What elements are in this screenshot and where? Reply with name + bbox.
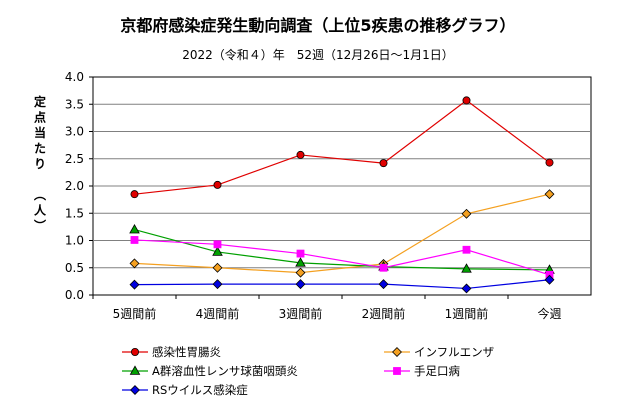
series-0 xyxy=(130,96,554,199)
x-tick-label: 1週間前 xyxy=(445,306,489,321)
x-tick-label: 4週間前 xyxy=(196,306,240,321)
series-line xyxy=(134,99,550,195)
data-point xyxy=(461,263,472,273)
series-line xyxy=(134,229,550,271)
y-tick-label: 2.0 xyxy=(65,179,84,193)
legend-marker xyxy=(130,385,140,395)
data-point xyxy=(545,158,554,167)
legend-label: RSウイルス感染症 xyxy=(152,383,248,397)
data-point xyxy=(296,150,305,159)
y-tick-label: 1.0 xyxy=(65,234,84,248)
y-tick-label: 3.0 xyxy=(65,125,84,139)
legend-marker xyxy=(130,347,139,356)
data-point xyxy=(213,180,222,189)
gridlines xyxy=(93,103,591,269)
data-point xyxy=(379,263,388,272)
legend-item: インフルエンザ xyxy=(384,345,494,359)
data-point xyxy=(462,245,471,254)
legend-item: RSウイルス感染症 xyxy=(122,383,248,397)
x-tick-label: 3週間前 xyxy=(279,306,323,321)
data-point xyxy=(213,240,222,249)
x-tick-label: 2週間前 xyxy=(362,306,406,321)
legend-item: 手足口病 xyxy=(384,364,460,378)
y-tick-label: 0.5 xyxy=(65,261,84,275)
x-axis-ticks: 5週間前 4週間前 3週間前 2週間前 1週間前 今週 xyxy=(92,295,562,321)
data-point xyxy=(212,279,223,290)
x-tick-label: 5週間前 xyxy=(113,306,157,321)
chart-title: 京都府感染症発生動向調査（上位5疾患の推移グラフ） xyxy=(120,16,515,35)
data-point xyxy=(462,96,471,105)
series-line xyxy=(134,239,550,276)
data-point xyxy=(295,279,306,290)
y-tick-label: 3.5 xyxy=(65,97,84,111)
y-axis-label: 定点当たり ︵人︶ xyxy=(33,94,47,233)
data-point xyxy=(212,262,223,273)
x-tick-label: 今週 xyxy=(537,306,561,321)
legend: 感染性胃腸炎 インフルエンザ A群溶血性レンサ球菌咽頭炎 手足口病 RSウイルス感染症 xyxy=(122,345,494,397)
data-point xyxy=(212,246,223,256)
y-tick-label: 4.0 xyxy=(65,70,84,84)
data-point xyxy=(129,279,140,290)
y-tick-label: 0.0 xyxy=(65,288,84,302)
y-tick-label: 1.5 xyxy=(65,206,84,220)
chart-subtitle: 2022（令和４）年 52週（12月26日～1月1日） xyxy=(182,47,454,62)
legend-item: 感染性胃腸炎 xyxy=(122,345,221,359)
data-point xyxy=(130,190,139,199)
series-layer xyxy=(129,96,555,294)
legend-label: 感染性胃腸炎 xyxy=(152,345,221,359)
data-point xyxy=(130,236,139,244)
legend-marker xyxy=(392,347,402,357)
legend-label: インフルエンザ xyxy=(414,345,494,359)
data-point xyxy=(295,257,306,267)
legend-marker xyxy=(393,367,401,375)
y-tick-label: 2.5 xyxy=(65,152,84,166)
legend-label: 手足口病 xyxy=(414,364,460,378)
data-point xyxy=(295,267,306,278)
data-point xyxy=(461,283,472,294)
series-1 xyxy=(129,189,555,278)
legend-label: A群溶血性レンサ球菌咽頭炎 xyxy=(152,364,298,378)
data-point xyxy=(378,279,389,290)
data-point xyxy=(461,208,472,219)
data-point xyxy=(544,189,555,200)
data-point xyxy=(129,258,140,269)
data-point xyxy=(544,274,555,285)
data-point xyxy=(296,249,305,258)
legend-item: A群溶血性レンサ球菌咽頭炎 xyxy=(122,364,298,378)
series-3 xyxy=(130,236,554,279)
legend-marker xyxy=(129,365,141,375)
data-point xyxy=(379,159,388,168)
series-4 xyxy=(129,274,555,294)
series-line xyxy=(134,193,550,274)
series-line xyxy=(134,279,550,290)
y-axis-ticks: 0.0 0.5 1.0 1.5 2.0 2.5 3.0 3.5 4.0 xyxy=(65,70,93,302)
data-point xyxy=(129,223,140,234)
